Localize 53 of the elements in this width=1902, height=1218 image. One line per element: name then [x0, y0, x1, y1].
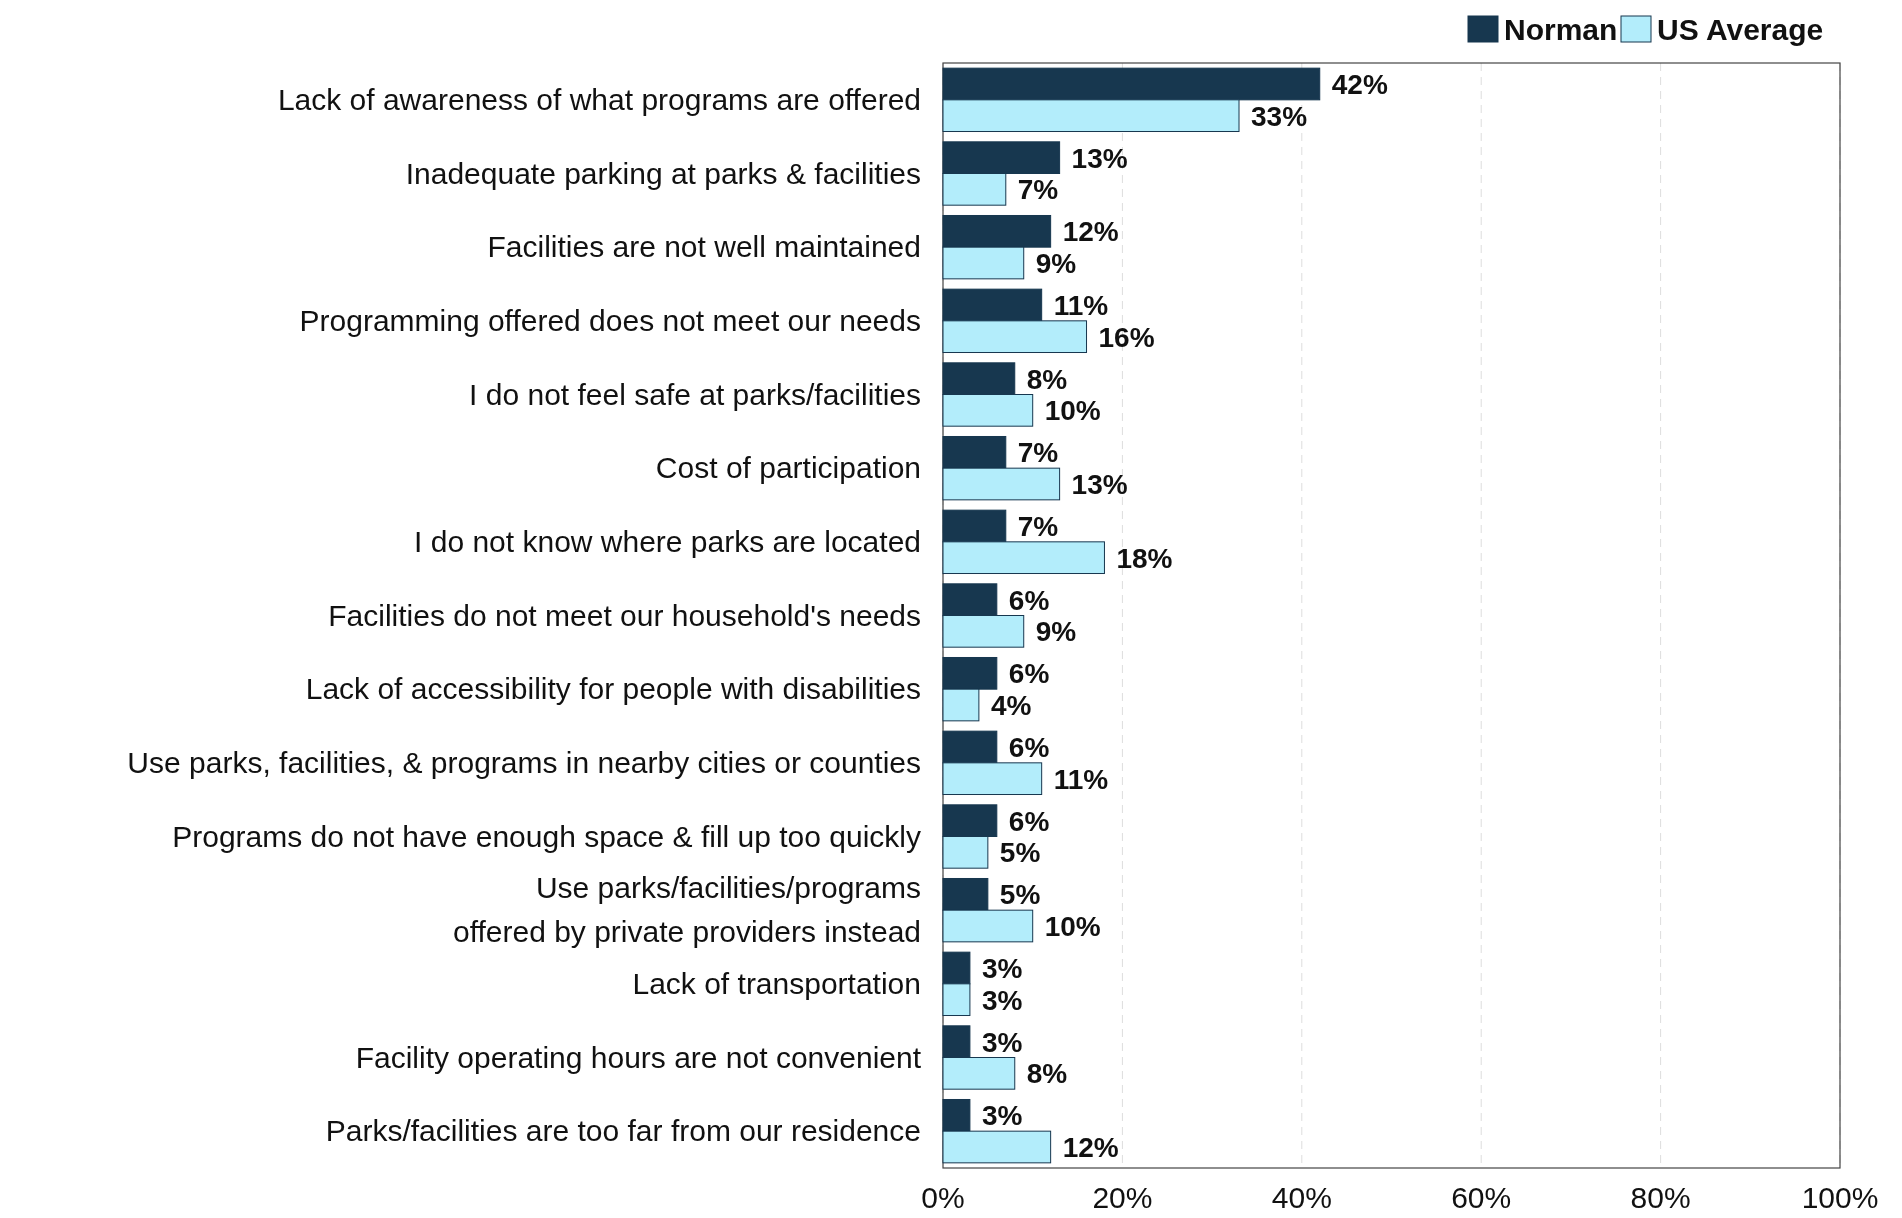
- data-label: 7%: [1017, 437, 1059, 469]
- data-label: 8%: [1026, 363, 1068, 395]
- legend-label: Norman: [1504, 13, 1618, 46]
- data-label: 10%: [1044, 911, 1101, 943]
- data-label: 3%: [981, 984, 1023, 1016]
- data-label: 8%: [1026, 1058, 1068, 1090]
- data-label: 11%: [1053, 289, 1109, 321]
- data-label: 10%: [1044, 395, 1101, 427]
- data-label: 6%: [1008, 805, 1050, 837]
- data-label: 3%: [981, 952, 1023, 984]
- legend-label: US Average: [1657, 13, 1824, 46]
- data-label: 6%: [1008, 584, 1050, 616]
- data-label: 12%: [1062, 1132, 1119, 1164]
- data-label: 11%: [1053, 763, 1109, 795]
- data-label: 13%: [1071, 469, 1128, 501]
- x-tick-label: 40%: [1271, 1181, 1332, 1214]
- y-tick-label: Inadequate parking at parks & facilities: [405, 156, 921, 190]
- data-label: 9%: [1035, 616, 1077, 648]
- x-tick-label: 80%: [1630, 1181, 1691, 1214]
- y-tick-label: Lack of transportation: [632, 966, 921, 1000]
- data-label: 7%: [1017, 174, 1059, 206]
- data-label: 16%: [1098, 321, 1155, 353]
- data-label: 5%: [999, 879, 1041, 911]
- data-label: 3%: [981, 1100, 1023, 1132]
- x-tick-label: 0%: [921, 1181, 965, 1214]
- y-tick-label: Lack of awareness of what programs are offered: [277, 82, 921, 116]
- x-tick-label: 60%: [1451, 1181, 1512, 1214]
- x-tick-label: 100%: [1801, 1181, 1879, 1214]
- data-label: 9%: [1035, 248, 1077, 280]
- y-tick-label: I do not know where parks are located: [414, 524, 921, 558]
- data-label: 4%: [990, 690, 1032, 722]
- data-label: 13%: [1071, 142, 1128, 174]
- y-tick-label: Use parks, facilities, & programs in nearby cities or counties: [127, 745, 921, 779]
- data-label: 6%: [1008, 658, 1050, 690]
- y-tick-label: Programs do not have enough space & fill up too quickly: [172, 819, 921, 853]
- data-label: 6%: [1008, 731, 1050, 763]
- y-tick-label: Lack of accessibility for people with disabilities: [305, 672, 921, 706]
- data-label: 18%: [1116, 542, 1173, 574]
- x-tick-label: 20%: [1092, 1181, 1153, 1214]
- y-tick-label: I do not feel safe at parks/facilities: [469, 377, 921, 411]
- y-tick-label: Facilities are not well maintained: [487, 230, 921, 264]
- data-label: 33%: [1251, 100, 1308, 132]
- data-label: 12%: [1062, 216, 1119, 248]
- y-tick-label: Programming offered does not meet our needs: [299, 303, 921, 337]
- data-label: 5%: [999, 837, 1041, 869]
- y-tick-label: Facilities do not meet our household's needs: [328, 598, 921, 632]
- data-label: 7%: [1017, 510, 1059, 542]
- y-tick-label: Parks/facilities are too far from our residence: [325, 1114, 921, 1148]
- data-label: 42%: [1331, 69, 1388, 100]
- y-tick-label: Facility operating hours are not convenient: [355, 1040, 922, 1074]
- y-tick-label: Cost of participation: [655, 451, 921, 485]
- data-label: 3%: [981, 1026, 1023, 1058]
- y-tick-label: Use parks/facilities/programs offered by private providers instead: [452, 871, 921, 949]
